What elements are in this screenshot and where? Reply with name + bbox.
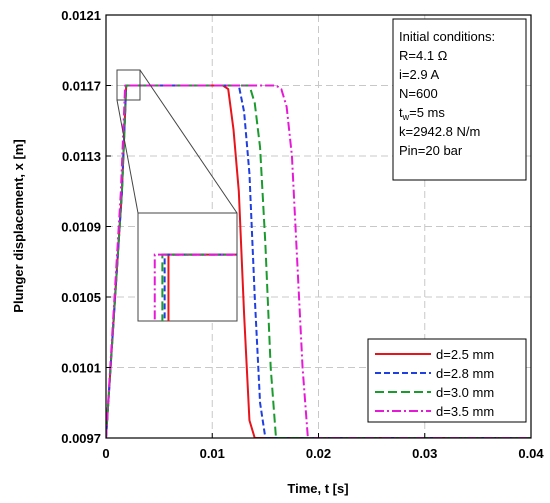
series-line-2 <box>106 84 531 438</box>
info-line-tw: tw=5 ms <box>399 105 445 122</box>
y-tick-label: 0.0109 <box>61 220 101 235</box>
x-axis-ticks: 0 0.01 0.02 0.03 0.04 <box>102 433 544 461</box>
x-tick-label: 0.02 <box>306 446 331 461</box>
x-tick-label: 0.03 <box>412 446 437 461</box>
y-tick-label: 0.0121 <box>61 8 101 23</box>
info-line-i: i=2.9 A <box>399 67 439 82</box>
inset-plot <box>137 212 238 322</box>
y-tick-label: 0.0097 <box>61 431 101 446</box>
x-tick-label: 0.01 <box>200 446 225 461</box>
y-axis-label: Plunger displacement, x [m] <box>11 139 26 312</box>
info-line-R: R=4.1 Ω <box>399 48 448 63</box>
info-title: Initial conditions: <box>399 29 495 44</box>
info-tw-sub: w <box>402 112 410 122</box>
info-tw-rest: =5 ms <box>409 105 445 120</box>
legend-label-4: d=3.5 mm <box>436 404 494 419</box>
x-tick-label: 0.04 <box>518 446 544 461</box>
legend-frame <box>367 338 527 423</box>
legend-items: d=2.5 mm d=2.8 mm d=3.0 mm d=3.5 mm <box>375 347 494 419</box>
y-tick-label: 0.0113 <box>62 149 101 164</box>
inset-series-group <box>153 253 237 321</box>
info-tw-base: t <box>399 105 403 120</box>
x-tick-label: 0 <box>102 446 109 461</box>
y-tick-label: 0.0105 <box>61 290 101 305</box>
legend-label-1: d=2.5 mm <box>436 347 494 362</box>
zoom-connector-left <box>116 99 139 214</box>
info-line-pin: Pin=20 bar <box>399 143 463 158</box>
legend-label-3: d=3.0 mm <box>436 385 494 400</box>
info-box-frame <box>392 18 527 181</box>
y-axis-ticks: 0.0097 0.0101 0.0105 0.0109 0.0113 0.0117 0.01… <box>61 8 111 446</box>
zoom-region-box <box>116 69 141 101</box>
info-line-k: k=2942.8 N/m <box>399 124 480 139</box>
x-axis-label: Time, t [s] <box>287 481 348 496</box>
series-line-3 <box>106 84 531 438</box>
zoom-connector-right <box>139 69 238 214</box>
series-line-4 <box>106 84 531 438</box>
series-group <box>106 84 531 438</box>
legend: d=2.5 mm d=2.8 mm d=3.0 mm d=3.5 mm <box>367 338 527 423</box>
inset-frame <box>137 212 238 322</box>
zoom-annotation <box>116 69 238 214</box>
y-tick-label: 0.0101 <box>61 361 101 376</box>
info-line-N: N=600 <box>399 86 438 101</box>
legend-label-2: d=2.8 mm <box>436 366 494 381</box>
initial-conditions-box: Initial conditions: R=4.1 Ω i=2.9 A N=60… <box>392 18 527 181</box>
y-tick-label: 0.0117 <box>62 79 101 94</box>
inset-series-line-4 <box>153 253 237 321</box>
